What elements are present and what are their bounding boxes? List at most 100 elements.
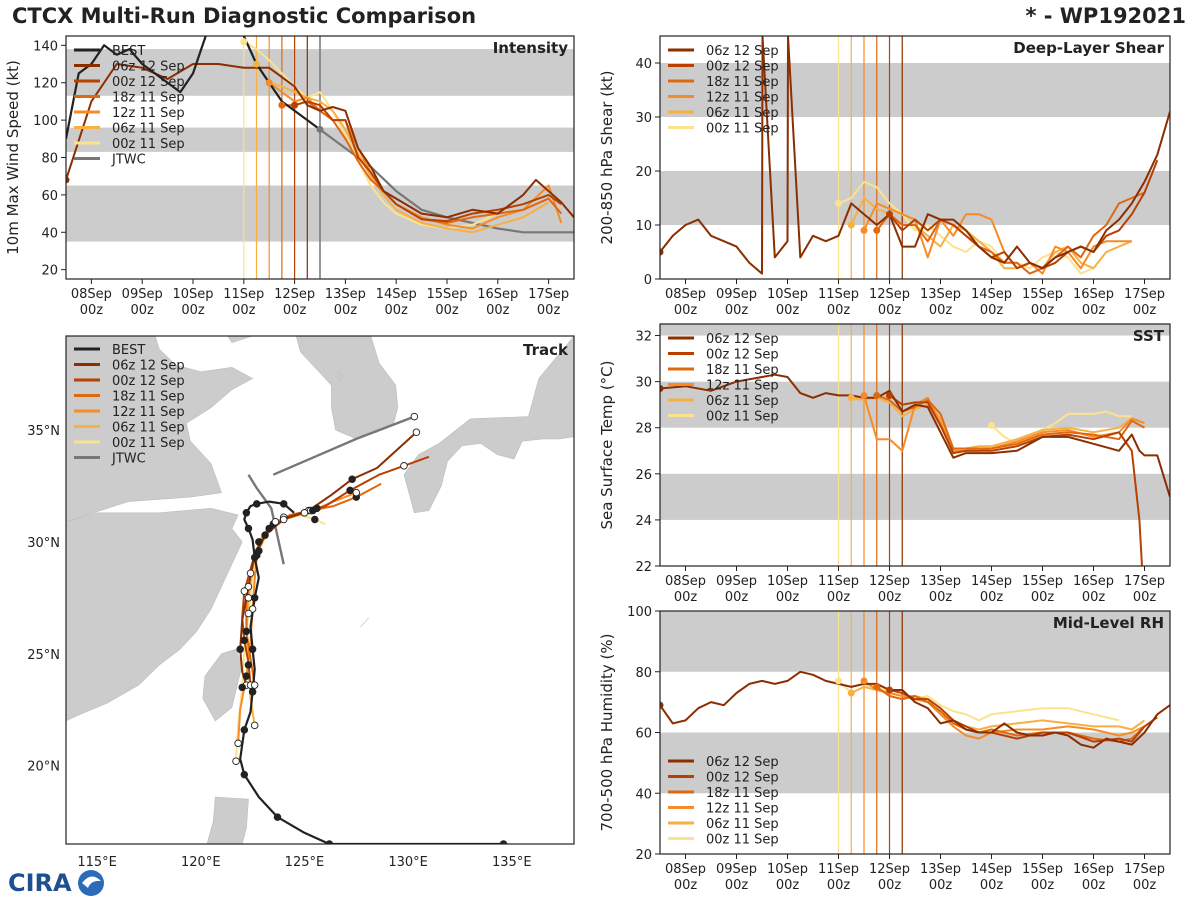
intensity-xtick-label: 13Sep — [325, 287, 366, 302]
intensity-ytick-label: 60 — [41, 189, 58, 204]
land-polygon-0 — [66, 507, 243, 844]
shear-panel-title: Deep-Layer Shear — [1013, 39, 1164, 57]
intensity-ylabel: 10m Max Wind Speed (kt) — [4, 60, 22, 255]
sst-ytick-label: 30 — [635, 376, 652, 391]
sst-init-point-00z-12-sep — [886, 391, 893, 399]
land-polygon-4 — [403, 336, 574, 514]
rh-ylabel: 700-500 hPa Humidity (%) — [598, 633, 616, 831]
intensity-legend-label: BEST — [112, 44, 145, 59]
shear-legend-label: 06z 12 Sep — [706, 44, 779, 59]
track-marker-06z-12-sep — [244, 582, 253, 591]
intensity-init-point-06z-12-sep — [66, 176, 70, 184]
track-legend-label: 00z 12 Sep — [112, 374, 185, 389]
rh-xtick-sublabel: 00z — [878, 878, 902, 893]
rh-init-point-06z-11-sep — [847, 689, 855, 697]
sst-xtick-sublabel: 00z — [674, 590, 698, 605]
intensity-xtick-label: 12Sep — [274, 287, 315, 302]
shear-frame — [659, 35, 1171, 280]
track-jtwc — [247, 474, 285, 565]
intensity-init-point-06z-11-sep — [253, 60, 260, 68]
sst-xtick-sublabel: 00z — [980, 590, 1004, 605]
sst-series-06z-12-sep — [660, 373, 1170, 498]
shear-xtick-label: 16Sep — [1073, 287, 1114, 302]
rh-xtick-sublabel: 00z — [776, 878, 800, 893]
intensity-xtick-label: 09Sep — [122, 287, 163, 302]
track-marker-best — [325, 840, 334, 844]
shear-xtick-sublabel: 00z — [827, 303, 851, 318]
shear-xtick-label: 12Sep — [869, 287, 910, 302]
intensity-init-point-00z-11-sep — [240, 38, 248, 46]
rh-xtick-label: 12Sep — [869, 862, 910, 877]
shear-xtick-sublabel: 00z — [1031, 303, 1055, 318]
track-marker-00z-12-sep — [300, 509, 309, 517]
intensity-ytick-label: 80 — [41, 152, 58, 167]
rh-series-00z-11-sep — [837, 680, 1120, 722]
intensity-legend-label: 00z 11 Sep — [112, 137, 185, 152]
sst-xtick-label: 15Sep — [1022, 574, 1063, 589]
track-marker-12z-11-sep — [248, 605, 257, 613]
track-marker-00z-11-sep — [238, 683, 246, 692]
cira-logo: CIRA — [6, 866, 106, 906]
shear-xtick-label: 15Sep — [1022, 287, 1063, 302]
track-lon-label: 135°E — [492, 855, 532, 870]
intensity-xtick-sublabel: 00z — [80, 303, 104, 318]
rh-legend-label: 00z 12 Sep — [706, 771, 779, 786]
intensity-legend-label: 06z 11 Sep — [112, 122, 185, 137]
shear-init-point-00z-11-sep — [835, 199, 842, 207]
sst-xtick-label: 13Sep — [920, 574, 961, 589]
intensity-init-point-12z-11-sep — [265, 79, 273, 87]
track-marker-00z-11-sep — [244, 609, 253, 618]
land-polygon-8 — [360, 617, 369, 628]
shear-ytick-label: 30 — [635, 111, 652, 126]
track-marker-best — [250, 553, 259, 562]
track-marker-12z-11-sep — [352, 488, 361, 497]
sst-panel: 22242628303208Sep00z09Sep00z10Sep00z11Se… — [598, 323, 1171, 605]
track-lon-label: 120°E — [181, 855, 221, 870]
sst-xtick-sublabel: 00z — [1133, 590, 1157, 605]
track-marker-00z-11-sep — [232, 757, 240, 765]
shear-legend-label: 18z 11 Sep — [706, 75, 779, 90]
track-marker-00z-12-sep — [261, 531, 269, 539]
track-marker-best — [250, 594, 259, 602]
track-marker-00z-12-sep — [346, 486, 354, 495]
sst-legend-label: 00z 12 Sep — [706, 348, 779, 363]
rh-xtick-sublabel: 00z — [1133, 878, 1157, 893]
cira-logo-text: CIRA — [8, 869, 72, 897]
intensity-series-best — [66, 36, 321, 140]
shear-xtick-sublabel: 00z — [1133, 303, 1157, 318]
track-legend-label: JTWC — [111, 452, 146, 467]
shear-series-00z-12-sep — [888, 159, 1159, 270]
intensity-init-point-18z-11-sep — [278, 101, 286, 109]
track-marker-best — [242, 509, 251, 517]
intensity-xtick-sublabel: 00z — [181, 303, 205, 318]
sst-xtick-label: 08Sep — [665, 574, 706, 589]
intensity-series-00z-11-sep — [243, 40, 499, 230]
sst-xtick-label: 14Sep — [971, 574, 1012, 589]
rh-xtick-sublabel: 00z — [674, 878, 698, 893]
track-panel: 115°E 120°E 125°E 130°E 135°E 20°N 25°N 30°N 35°… — [27, 335, 575, 870]
sst-ytick-label: 22 — [635, 560, 652, 575]
sst-band-0 — [660, 473, 1170, 520]
sst-init-point-06z-12-sep — [660, 385, 664, 393]
shear-band-1 — [660, 63, 1170, 117]
shear-init-point-06z-11-sep — [847, 221, 855, 229]
track-marker-06z-12-sep — [348, 475, 356, 483]
shear-panel: 01020304008Sep00z09Sep00z10Sep00z11Sep00… — [598, 35, 1171, 318]
track-marker-06z-12-sep — [236, 645, 244, 654]
rh-xtick-sublabel: 00z — [1031, 878, 1055, 893]
intensity-xtick-label: 08Sep — [71, 287, 112, 302]
land-polygon-6 — [206, 796, 249, 844]
land-polygon-3 — [295, 336, 399, 440]
track-marker-00z-11-sep — [279, 515, 288, 524]
track-map-group — [66, 336, 574, 844]
rh-band-1 — [660, 611, 1170, 672]
sst-xtick-sublabel: 00z — [827, 590, 851, 605]
intensity-xtick-label: 11Sep — [223, 287, 264, 302]
shear-xtick-label: 09Sep — [716, 287, 757, 302]
intensity-xtick-sublabel: 00z — [232, 303, 256, 318]
track-marker-00z-12-sep — [240, 587, 249, 595]
intensity-ytick-label: 120 — [33, 77, 58, 92]
sst-legend-label: 00z 11 Sep — [706, 410, 779, 425]
shear-ylabel: 200-850 hPa Shear (kt) — [598, 71, 616, 245]
track-marker-12z-11-sep — [271, 517, 280, 526]
